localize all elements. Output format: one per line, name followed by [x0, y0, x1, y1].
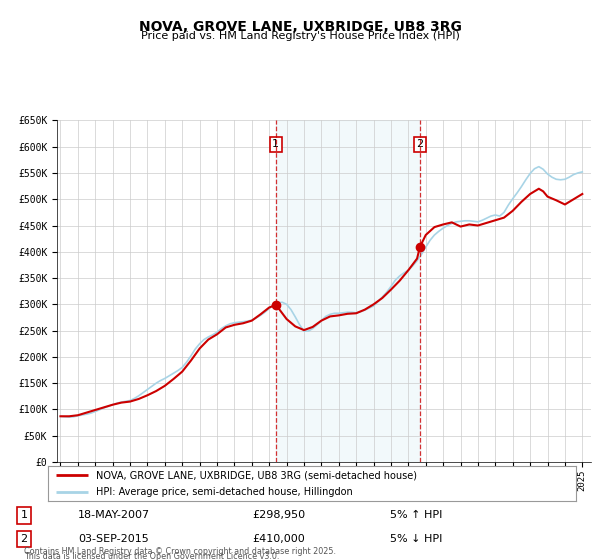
Text: 1: 1: [272, 139, 280, 150]
Text: 2: 2: [416, 139, 424, 150]
Bar: [276, 120, 420, 462]
Text: Contains HM Land Registry data © Crown copyright and database right 2025.: Contains HM Land Registry data © Crown c…: [24, 547, 336, 556]
Text: £410,000: £410,000: [252, 534, 305, 544]
Text: Price paid vs. HM Land Registry's House Price Index (HPI): Price paid vs. HM Land Registry's House …: [140, 31, 460, 41]
Text: This data is licensed under the Open Government Licence v3.0.: This data is licensed under the Open Gov…: [24, 552, 280, 560]
Text: NOVA, GROVE LANE, UXBRIDGE, UB8 3RG: NOVA, GROVE LANE, UXBRIDGE, UB8 3RG: [139, 20, 461, 34]
Text: 2: 2: [20, 534, 28, 544]
Text: 03-SEP-2015: 03-SEP-2015: [78, 534, 149, 544]
Text: HPI: Average price, semi-detached house, Hillingdon: HPI: Average price, semi-detached house,…: [95, 487, 352, 497]
Text: NOVA, GROVE LANE, UXBRIDGE, UB8 3RG (semi-detached house): NOVA, GROVE LANE, UXBRIDGE, UB8 3RG (sem…: [95, 470, 416, 480]
Text: 18-MAY-2007: 18-MAY-2007: [78, 510, 150, 520]
Text: £298,950: £298,950: [252, 510, 305, 520]
Text: 5% ↓ HPI: 5% ↓ HPI: [390, 534, 442, 544]
Text: 5% ↑ HPI: 5% ↑ HPI: [390, 510, 442, 520]
Text: 1: 1: [20, 510, 28, 520]
